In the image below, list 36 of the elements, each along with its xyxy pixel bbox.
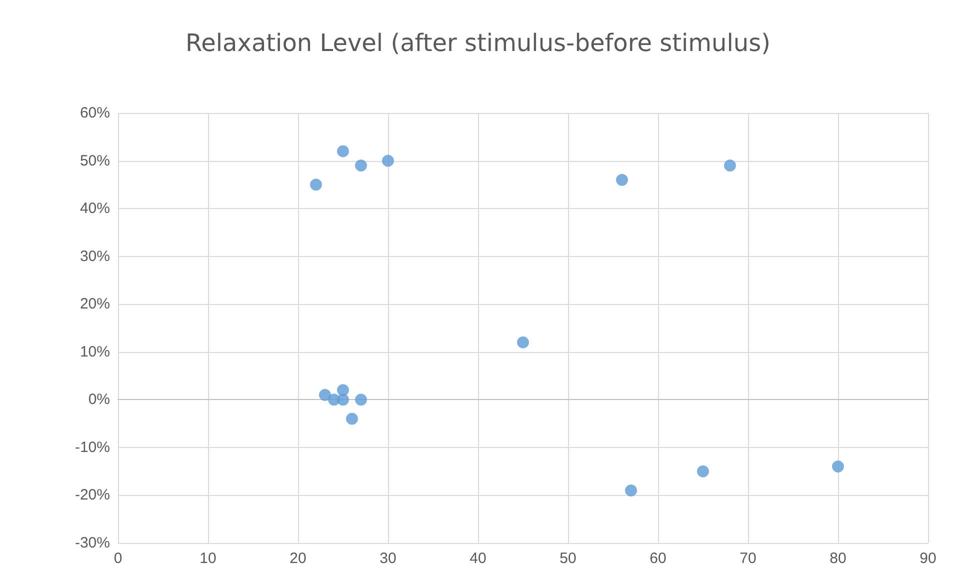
point <box>346 412 358 425</box>
x-tick-label: 30 <box>380 550 396 567</box>
x-tick-label: 10 <box>200 550 216 567</box>
point <box>337 145 349 158</box>
point <box>355 160 367 172</box>
point <box>319 388 331 401</box>
y-tick-label: -30% <box>74 534 110 552</box>
y-tick-label: 60% <box>80 104 110 122</box>
y-tick-label: 20% <box>80 296 110 313</box>
y-tick-label: 10% <box>80 343 110 360</box>
x-tick-label: 80 <box>830 550 846 567</box>
point <box>616 174 628 186</box>
chart-title: Relaxation Level (after stimulus-before stimulus) <box>186 29 770 57</box>
x-tick-label: 90 <box>920 550 936 567</box>
y-tick-label: 30% <box>80 248 110 265</box>
point <box>832 460 844 473</box>
point <box>625 484 637 496</box>
y-tick-label: 40% <box>80 200 110 218</box>
point <box>382 154 394 167</box>
point <box>355 394 367 406</box>
y-tick-label: 0% <box>88 391 110 408</box>
y-tick-label: 50% <box>80 152 110 170</box>
point <box>517 336 529 348</box>
point <box>724 160 736 172</box>
point <box>697 465 709 478</box>
point <box>337 394 349 406</box>
x-tick-label: 70 <box>740 550 756 567</box>
point <box>310 178 322 191</box>
point <box>337 384 349 396</box>
x-tick-label: 0 <box>114 550 122 567</box>
x-tick-label: 50 <box>560 550 576 567</box>
x-tick-label: 40 <box>470 550 486 567</box>
x-tick-label: 20 <box>290 550 306 567</box>
x-tick-label: 60 <box>650 550 666 567</box>
y-tick-label: -20% <box>74 486 110 504</box>
y-tick-label: -10% <box>74 438 110 456</box>
